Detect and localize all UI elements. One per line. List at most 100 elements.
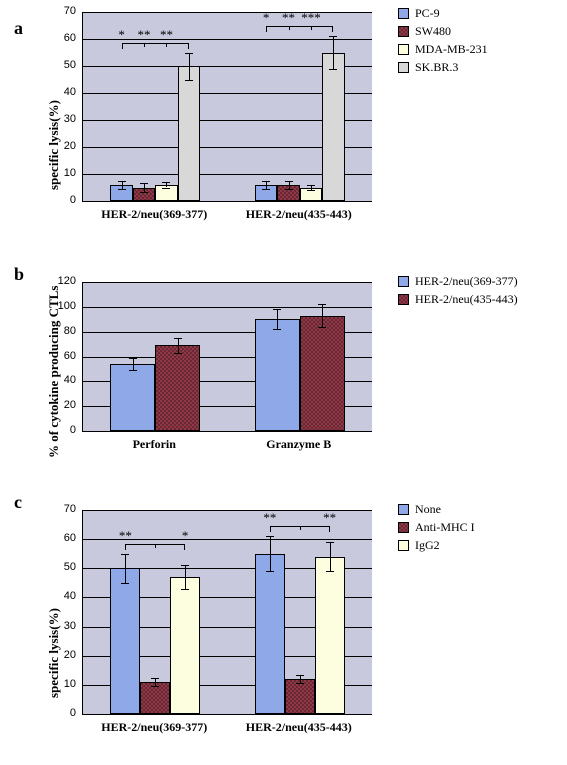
- significance-label: **: [258, 510, 282, 526]
- bar: [110, 364, 155, 431]
- ytick-label: 40: [52, 590, 76, 602]
- panel-a-label: a: [14, 18, 23, 39]
- ytick-label: 10: [52, 678, 76, 690]
- error-cap: [151, 686, 159, 687]
- error-bar: [270, 536, 271, 571]
- error-cap: [140, 183, 148, 184]
- significance-bracket: [122, 43, 189, 48]
- gridline: [83, 307, 372, 308]
- significance-label: *: [173, 528, 197, 544]
- error-cap: [266, 571, 274, 572]
- error-cap: [174, 338, 182, 339]
- significance-bracket: [125, 544, 185, 549]
- panel-c-legend: NoneAnti-MHC IIgG2: [398, 502, 475, 556]
- panel-a-plot: ***********: [82, 12, 372, 202]
- bar: [255, 554, 285, 714]
- legend-item: HER-2/neu(369-377): [398, 274, 518, 288]
- x-category-label: Perforin: [84, 437, 224, 452]
- error-bar: [189, 53, 190, 80]
- bar: [315, 557, 345, 714]
- legend-swatch: [398, 294, 409, 305]
- error-cap: [181, 589, 189, 590]
- ytick-label: 30: [52, 113, 76, 125]
- bar: [255, 319, 300, 431]
- significance-label: **: [318, 510, 342, 526]
- significance-label: *: [254, 10, 278, 26]
- panel-a-legend: PC-9SW480MDA-MB-231SK.BR.3: [398, 6, 488, 78]
- ytick-label: 60: [52, 350, 76, 362]
- bar: [170, 577, 200, 714]
- ytick-label: 20: [52, 399, 76, 411]
- error-cap: [326, 571, 334, 572]
- error-cap: [273, 309, 281, 310]
- legend-item: MDA-MB-231: [398, 42, 488, 56]
- significance-label: **: [154, 27, 178, 43]
- ytick-label: 50: [52, 59, 76, 71]
- significance-bracket: [270, 526, 330, 531]
- error-cap: [151, 678, 159, 679]
- error-bar: [122, 181, 123, 189]
- ytick-label: 70: [52, 5, 76, 17]
- bar: [300, 316, 345, 431]
- error-cap: [185, 53, 193, 54]
- error-bar: [133, 358, 134, 370]
- panel-b-plot: [82, 282, 372, 432]
- error-cap: [140, 192, 148, 193]
- legend-swatch: [398, 504, 409, 515]
- legend-label: SW480: [415, 24, 451, 39]
- legend-swatch: [398, 540, 409, 551]
- error-cap: [262, 181, 270, 182]
- legend-swatch: [398, 8, 409, 19]
- error-bar: [155, 678, 156, 687]
- error-bar: [300, 675, 301, 684]
- error-cap: [318, 304, 326, 305]
- panel-b: b % of cytokine producing CTLs HER-2/neu…: [0, 260, 567, 470]
- error-cap: [266, 536, 274, 537]
- gridline: [83, 201, 372, 202]
- bar: [178, 66, 200, 201]
- ytick-label: 40: [52, 86, 76, 98]
- bar: [110, 568, 140, 714]
- legend-label: SK.BR.3: [415, 60, 458, 75]
- error-cap: [307, 190, 315, 191]
- legend-item: HER-2/neu(435-443): [398, 292, 518, 306]
- x-category-label: HER-2/neu(369-377): [84, 720, 224, 735]
- significance-label: **: [113, 528, 137, 544]
- error-cap: [185, 80, 193, 81]
- legend-item: SK.BR.3: [398, 60, 488, 74]
- x-category-label: HER-2/neu(435-443): [229, 207, 369, 222]
- error-bar: [277, 309, 278, 329]
- panel-b-label: b: [14, 264, 24, 285]
- error-cap: [285, 181, 293, 182]
- panel-c-label: c: [14, 492, 22, 513]
- error-cap: [174, 353, 182, 354]
- error-cap: [118, 189, 126, 190]
- legend-item: SW480: [398, 24, 488, 38]
- legend-swatch: [398, 522, 409, 533]
- error-bar: [330, 542, 331, 571]
- legend-label: HER-2/neu(369-377): [415, 274, 518, 289]
- ytick-label: 80: [52, 325, 76, 337]
- significance-label: ***: [299, 10, 323, 26]
- error-cap: [285, 189, 293, 190]
- error-cap: [329, 69, 337, 70]
- legend-swatch: [398, 26, 409, 37]
- ytick-label: 20: [52, 649, 76, 661]
- error-cap: [121, 554, 129, 555]
- ytick-label: 60: [52, 32, 76, 44]
- ytick-label: 10: [52, 167, 76, 179]
- gridline: [83, 12, 372, 13]
- error-cap: [296, 675, 304, 676]
- error-bar: [185, 565, 186, 588]
- panel-c: c ******* specific lysis(%) NoneAnti-MHC…: [0, 488, 567, 758]
- ytick-label: 30: [52, 620, 76, 632]
- ytick-label: 120: [52, 275, 76, 287]
- ytick-label: 20: [52, 140, 76, 152]
- error-cap: [273, 329, 281, 330]
- error-bar: [178, 338, 179, 353]
- ytick-label: 70: [52, 503, 76, 515]
- legend-label: HER-2/neu(435-443): [415, 292, 518, 307]
- error-cap: [181, 565, 189, 566]
- legend-swatch: [398, 62, 409, 73]
- ytick-label: 0: [52, 707, 76, 719]
